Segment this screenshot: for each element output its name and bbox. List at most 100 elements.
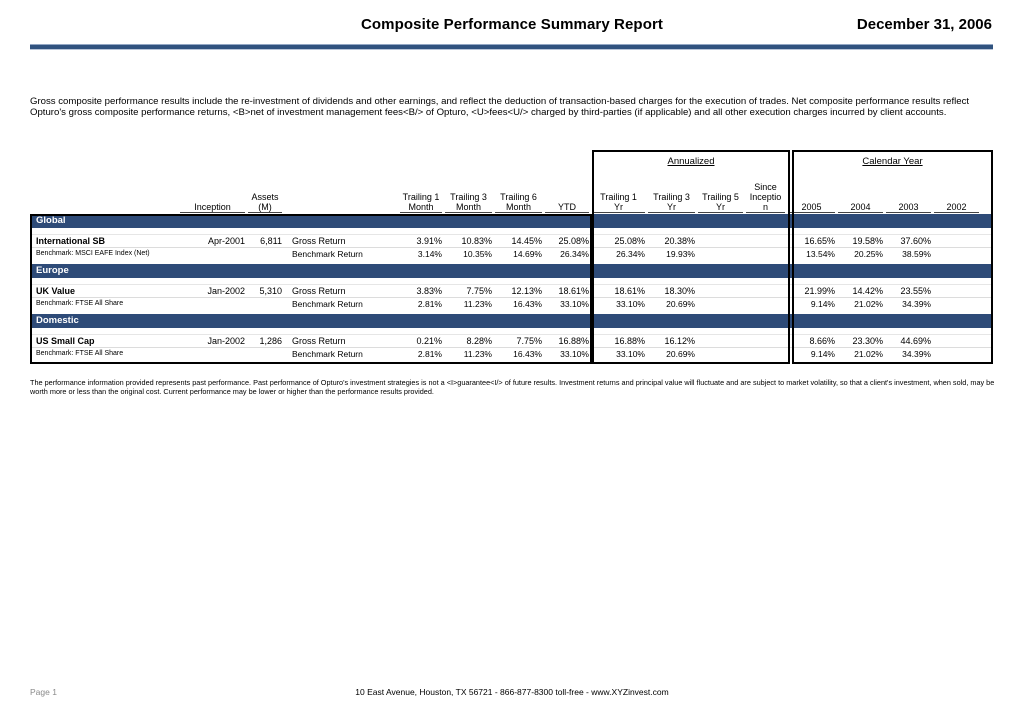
- return-type-label: Gross Return: [292, 336, 346, 346]
- col-2003: 2003: [886, 202, 934, 214]
- y2003-value: 23.55%: [900, 286, 931, 296]
- section-band-europe: Europe: [30, 264, 993, 278]
- t3y-value: 20.69%: [666, 298, 695, 309]
- col-ytd: YTD: [545, 202, 592, 214]
- t6m-value: 16.43%: [513, 348, 542, 359]
- y2002-value: [934, 353, 982, 354]
- t5y-value: [698, 253, 746, 254]
- t3y-value: 20.38%: [664, 236, 695, 246]
- t3y-value: 16.12%: [664, 336, 695, 346]
- col-assets: Assets (M): [248, 192, 285, 214]
- footer-contact-info: 10 East Avenue, Houston, TX 56721 - 866-…: [355, 687, 669, 697]
- annualized-group-header: Annualized: [667, 156, 715, 167]
- inception-value: Jan-2002: [207, 336, 245, 346]
- t3m-value: 10.35%: [463, 248, 492, 259]
- t5y-value: [698, 341, 746, 342]
- assets-value: 1,286: [259, 336, 282, 346]
- return-type-label: Gross Return: [292, 286, 346, 296]
- ytd-value: 26.34%: [560, 248, 589, 259]
- col-return-type: [285, 212, 400, 214]
- t5y-value: [698, 303, 746, 304]
- benchmark-row: Benchmark: FTSE All Share Benchmark Retu…: [30, 347, 993, 359]
- inception-value: Apr-2001: [207, 236, 245, 246]
- t1m-value: 3.91%: [416, 236, 442, 246]
- page-title: Composite Performance Summary Report: [360, 16, 663, 33]
- return-type-label: Gross Return: [292, 236, 346, 246]
- t1m-value: 3.14%: [417, 248, 442, 259]
- since-value: [746, 303, 788, 304]
- y2005-value: 16.65%: [804, 236, 835, 246]
- t3m-value: 11.23%: [463, 298, 492, 309]
- y2004-value: 21.02%: [854, 298, 883, 309]
- t3m-value: 8.28%: [466, 336, 492, 346]
- composite-name: US Small Cap: [36, 336, 95, 346]
- section-band-domestic: Domestic: [30, 314, 993, 328]
- since-value: [746, 353, 788, 354]
- assets-value: 5,310: [259, 286, 282, 296]
- y2002-value: [934, 341, 982, 342]
- t6m-value: 14.45%: [511, 236, 542, 246]
- y2004-value: 19.58%: [852, 236, 883, 246]
- y2003-value: 34.39%: [902, 348, 931, 359]
- column-header-row: Inception Assets (M) Trailing 1 Month Tr…: [30, 150, 993, 214]
- t3m-value: 7.75%: [466, 286, 492, 296]
- col-t5y: Trailing 5 Yr: [698, 192, 746, 214]
- y2004-value: 20.25%: [854, 248, 883, 259]
- t5y-value: [698, 291, 746, 292]
- benchmark-row: Benchmark: FTSE All Share Benchmark Retu…: [30, 297, 993, 309]
- col-t1y: Trailing 1 Yr: [592, 192, 648, 214]
- t6m-value: 16.43%: [513, 298, 542, 309]
- return-type-label: Benchmark Return: [292, 348, 363, 359]
- col-inception: Inception: [180, 202, 248, 214]
- performance-table: Annualized Calendar Year Inception Asset…: [30, 150, 993, 364]
- ytd-value: 25.08%: [558, 236, 589, 246]
- composite-name: International SB: [36, 236, 106, 246]
- t6m-value: 7.75%: [516, 336, 542, 346]
- col-t3m: Trailing 3 Month: [445, 192, 495, 214]
- t1y-value: 33.10%: [616, 348, 645, 359]
- since-value: [746, 341, 788, 342]
- y2003-value: 37.60%: [900, 236, 931, 246]
- y2004-value: 14.42%: [852, 286, 883, 296]
- disclaimer-text: The performance information provided rep…: [30, 378, 995, 396]
- title-divider: [30, 44, 993, 50]
- y2003-value: 38.59%: [902, 248, 931, 259]
- return-type-label: Benchmark Return: [292, 248, 363, 259]
- t1y-value: 26.34%: [616, 248, 645, 259]
- t6m-value: 14.69%: [513, 248, 542, 259]
- y2003-value: 34.39%: [902, 298, 931, 309]
- benchmark-name: Benchmark: FTSE All Share: [36, 350, 124, 357]
- calendar-year-group-header: Calendar Year: [862, 156, 923, 167]
- since-value: [746, 253, 788, 254]
- col-since-inception: Since Inceptio n: [746, 182, 788, 214]
- report-date: December 31, 2006: [856, 16, 992, 33]
- y2004-value: 23.30%: [852, 336, 883, 346]
- benchmark-name: Benchmark: MSCI EAFE Index (Net): [36, 250, 150, 257]
- t1m-value: 2.81%: [417, 348, 442, 359]
- col-2005: 2005: [788, 202, 838, 214]
- t6m-value: 12.13%: [511, 286, 542, 296]
- page-number: Page 1: [30, 687, 57, 697]
- gross-row: US Small Cap Jan-2002 1,286 Gross Return…: [30, 334, 993, 347]
- t3m-value: 11.23%: [463, 348, 492, 359]
- ytd-value: 33.10%: [560, 348, 589, 359]
- col-2002: 2002: [934, 202, 982, 214]
- col-t3y: Trailing 3 Yr: [648, 192, 698, 214]
- y2005-value: 9.14%: [810, 298, 835, 309]
- gross-row: UK Value Jan-2002 5,310 Gross Return 3.8…: [30, 284, 993, 297]
- t3y-value: 20.69%: [666, 348, 695, 359]
- t1y-value: 18.61%: [614, 286, 645, 296]
- section-band-global: Global: [30, 214, 993, 228]
- benchmark-name: Benchmark: FTSE All Share: [36, 300, 124, 307]
- t1y-value: 16.88%: [614, 336, 645, 346]
- t5y-value: [698, 353, 746, 354]
- y2004-value: 21.02%: [854, 348, 883, 359]
- intro-paragraph: Gross composite performance results incl…: [30, 96, 970, 118]
- y2005-value: 9.14%: [810, 348, 835, 359]
- t5y-value: [698, 241, 746, 242]
- ytd-value: 16.88%: [558, 336, 589, 346]
- since-value: [746, 291, 788, 292]
- ytd-value: 33.10%: [560, 298, 589, 309]
- y2005-value: 21.99%: [804, 286, 835, 296]
